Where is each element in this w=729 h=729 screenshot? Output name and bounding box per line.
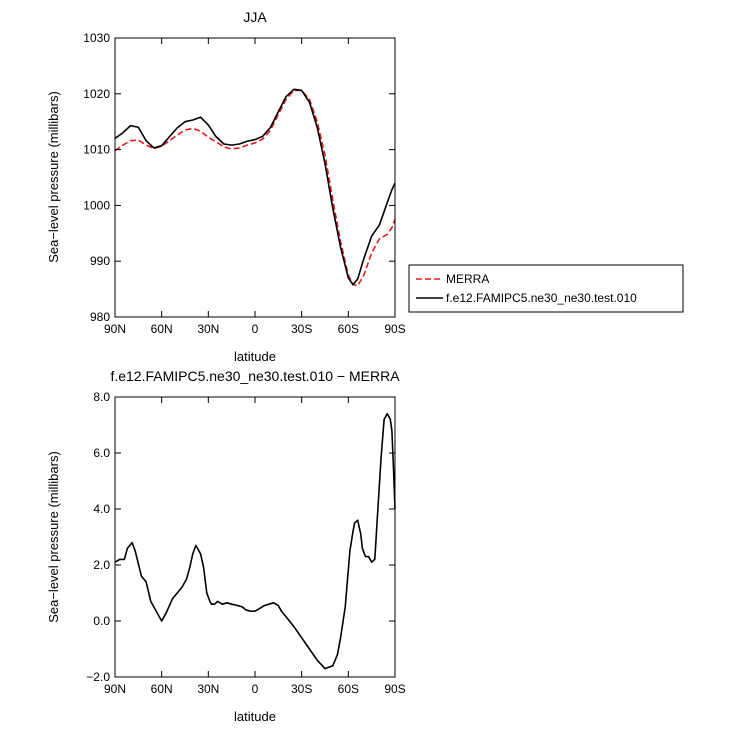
x-tick-label: 0 — [252, 322, 259, 336]
series-line-merra — [114, 89, 396, 287]
y-tick-label: 1000 — [83, 198, 110, 212]
top-panel: JJA 90N 60N 30N 0 30S 60S 90S 980 990 1000 1010 102… — [46, 9, 406, 364]
y-tick-label: −2.0 — [86, 670, 110, 684]
bottom-plot-frame — [114, 396, 396, 678]
bottom-y-axis-label: Sea−level pressure (millibars) — [46, 451, 61, 623]
x-tick-label: 90S — [384, 322, 405, 336]
bottom-panel: f.e12.FAMIPC5.ne30_ne30.test.010 − MERRA… — [46, 368, 406, 724]
top-y-axis-label: Sea−level pressure (millibars) — [46, 91, 61, 263]
bottom-chart-title: f.e12.FAMIPC5.ne30_ne30.test.010 − MERRA — [110, 368, 400, 384]
y-tick-label: 6.0 — [93, 446, 110, 460]
y-tick-label: 990 — [90, 254, 110, 268]
legend: MERRA f.e12.FAMIPC5.ne30_ne30.test.010 — [408, 264, 684, 313]
x-tick-label: 30N — [197, 682, 219, 696]
bottom-x-axis-label: latitude — [234, 709, 276, 724]
y-tick-label: 980 — [90, 310, 110, 324]
y-tick-label: 0.0 — [93, 614, 110, 628]
top-chart-title: JJA — [243, 9, 267, 25]
y-tick-label: 1030 — [83, 31, 110, 45]
x-tick-label: 0 — [252, 682, 259, 696]
series-line-difference — [114, 412, 396, 670]
y-tick-label: 8.0 — [93, 390, 110, 404]
y-tick-label: 2.0 — [93, 558, 110, 572]
x-tick-label: 60S — [338, 322, 359, 336]
x-tick-label: 30S — [291, 322, 312, 336]
legend-label-merra: MERRA — [446, 272, 489, 286]
legend-label-model: f.e12.FAMIPC5.ne30_ne30.test.010 — [446, 291, 637, 305]
x-tick-label: 60N — [151, 682, 173, 696]
x-tick-label: 90N — [104, 322, 126, 336]
x-tick-label: 60N — [151, 322, 173, 336]
top-x-axis-label: latitude — [234, 349, 276, 364]
x-tick-label: 30S — [291, 682, 312, 696]
legend-box — [408, 264, 684, 313]
x-tick-label: 30N — [197, 322, 219, 336]
x-tick-label: 90N — [104, 682, 126, 696]
top-plot-frame — [114, 37, 396, 318]
y-tick-label: 1020 — [83, 87, 110, 101]
y-tick-label: 1010 — [83, 143, 110, 157]
x-tick-label: 60S — [338, 682, 359, 696]
x-tick-label: 90S — [384, 682, 405, 696]
series-line-model — [114, 88, 396, 286]
y-tick-label: 4.0 — [93, 502, 110, 516]
